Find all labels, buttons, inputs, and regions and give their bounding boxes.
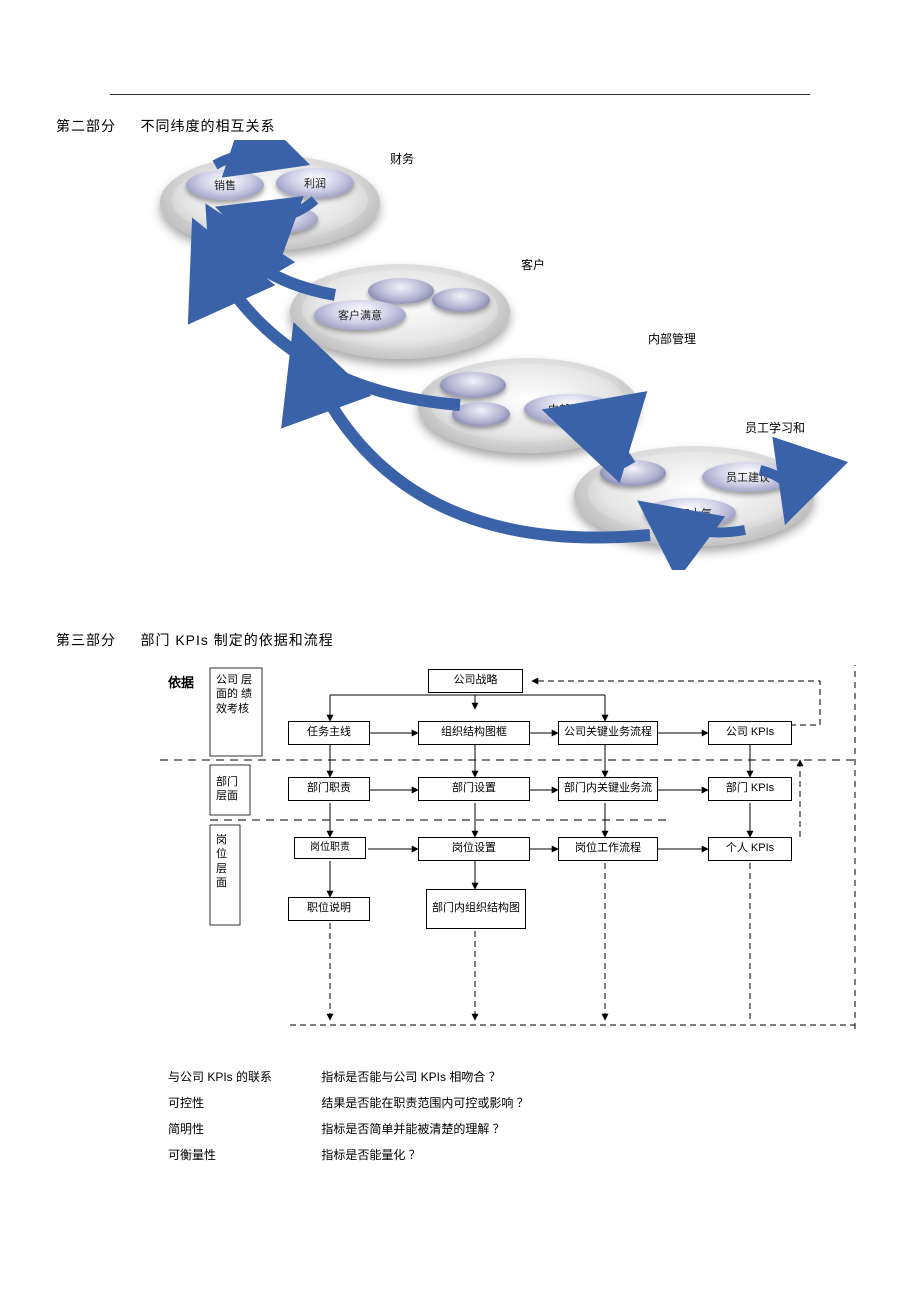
- box-task-line: 任务主线: [288, 721, 370, 745]
- label-learning1: 员工学习和: [745, 419, 805, 436]
- crit-0-v: 指标是否能与公司 KPIs 相吻合 ？: [321, 1070, 500, 1084]
- box-job-duty: 岗位职责: [294, 837, 366, 859]
- box-co-key-proc: 公司关键业务流程: [558, 721, 658, 745]
- row-label-co: 公司 层面的 绩效考核: [216, 673, 256, 716]
- box-job-setup: 岗位设置: [418, 837, 530, 861]
- crit-3: 可衡量性 指标是否能量化 ？: [168, 1146, 421, 1163]
- crit-0: 与公司 KPIs 的联系 指标是否能与公司 KPIs 相吻合 ？: [168, 1068, 501, 1085]
- box-dept-setup: 部门设置: [418, 777, 530, 801]
- box-co-kpis: 公司 KPIs: [708, 721, 792, 745]
- pill-csat: 客户满意: [314, 300, 406, 330]
- label-finance: 财务: [390, 150, 414, 167]
- label-internal: 内部管理: [648, 330, 696, 347]
- crit-3-v: 指标是否能量化 ？: [321, 1148, 420, 1162]
- crit-1-k: 可控性: [168, 1094, 318, 1111]
- part3-heading: 部门 KPIs 制定的依据和流程: [140, 632, 333, 648]
- label-customer: 客户: [521, 256, 545, 273]
- box-ind-kpis: 个人 KPIs: [708, 837, 792, 861]
- crit-0-k: 与公司 KPIs 的联系: [168, 1068, 318, 1085]
- pill-sales: 销售: [186, 170, 264, 200]
- part2-title: 第二部分 不同纬度的相互关系: [56, 116, 275, 136]
- pill-c-blank1: [368, 278, 434, 304]
- box-job-proc: 岗位工作流程: [558, 837, 658, 861]
- side-label: 依据: [168, 675, 194, 692]
- part2-prefix: 第二部分: [56, 118, 116, 134]
- box-co-strategy: 公司战略: [428, 669, 523, 693]
- pill-cost: 运作成本: [226, 204, 318, 234]
- row-label-dept: 部门层面: [216, 775, 244, 804]
- pill-l-blank: [600, 460, 666, 486]
- part3-title: 第三部分 部门 KPIs 制定的依据和流程: [56, 630, 334, 650]
- crit-2-v: 指标是否简单并能被清楚的理解 ？: [321, 1122, 504, 1136]
- part3-prefix: 第三部分: [56, 632, 116, 648]
- pill-i-blank2: [452, 402, 510, 426]
- flowchart: 依据 公司 层面的 绩效考核 部门层面 岗位层面: [160, 665, 860, 1095]
- box-org-frame: 组织结构图框: [418, 721, 530, 745]
- box-dept-kpis: 部门 KPIs: [708, 777, 792, 801]
- row-label-job: 岗位层面: [216, 833, 230, 890]
- box-job-desc: 职位说明: [288, 897, 370, 921]
- pill-proc: 内部流程: [524, 394, 616, 424]
- top-rule: [110, 94, 810, 95]
- crit-1: 可控性 结果是否能在职责范围内可控或影响 ？: [168, 1094, 529, 1111]
- part2-heading: 不同纬度的相互关系: [140, 118, 275, 134]
- pill-suggest: 员工建议: [702, 462, 794, 492]
- crit-2-k: 简明性: [168, 1120, 318, 1137]
- crit-1-v: 结果是否能在职责范围内可控或影响 ？: [321, 1096, 528, 1110]
- pill-c-blank2: [432, 288, 490, 312]
- box-dept-key: 部门内关键业务流: [558, 777, 658, 801]
- crit-3-k: 可衡量性: [168, 1146, 318, 1163]
- crit-2: 简明性 指标是否简单并能被清楚的理解 ？: [168, 1120, 505, 1137]
- pill-i-blank1: [440, 372, 506, 398]
- box-dept-org: 部门内组织结构图: [426, 889, 526, 929]
- box-dept-duty: 部门职责: [288, 777, 370, 801]
- pill-morale: 员工士气: [644, 498, 736, 528]
- pill-profit: 利润: [276, 168, 354, 198]
